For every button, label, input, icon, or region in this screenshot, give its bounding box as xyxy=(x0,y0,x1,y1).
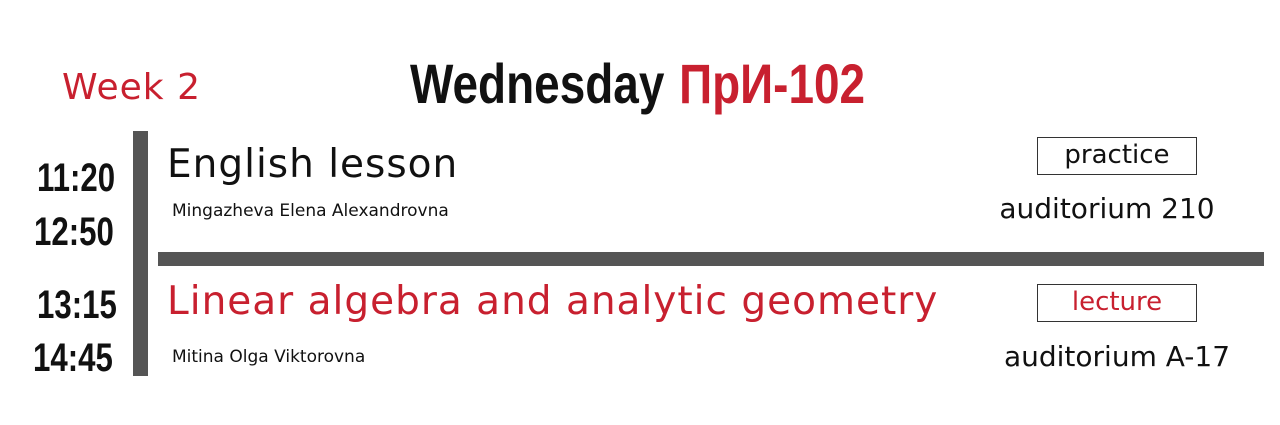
lesson-1-end-time: 12:50 xyxy=(34,210,114,254)
lesson-1-start-time: 11:20 xyxy=(37,156,116,200)
lesson-1-teacher: Mingazheva Elena Alexandrovna xyxy=(172,201,449,221)
page-title: Wednesday ПрИ-102 xyxy=(410,50,865,118)
lesson-2-teacher: Mitina Olga Viktorovna xyxy=(172,347,366,367)
group-label: ПрИ-102 xyxy=(679,52,866,115)
lesson-1-room: auditorium 210 xyxy=(999,192,1215,225)
lesson-2-subject: Linear algebra and analytic geometry xyxy=(167,279,939,324)
lesson-2-type-badge: lecture xyxy=(1037,284,1197,322)
week-label: Week 2 xyxy=(62,67,201,108)
lesson-1-subject: English lesson xyxy=(167,142,459,187)
lesson-2-start-time: 13:15 xyxy=(37,283,117,327)
lesson-1-type-badge: practice xyxy=(1037,137,1197,175)
lesson-2-room: auditorium A-17 xyxy=(1003,340,1231,373)
vertical-divider xyxy=(133,131,148,376)
day-label: Wednesday xyxy=(410,52,665,115)
lesson-divider xyxy=(158,252,1264,266)
lesson-2-end-time: 14:45 xyxy=(33,336,113,380)
